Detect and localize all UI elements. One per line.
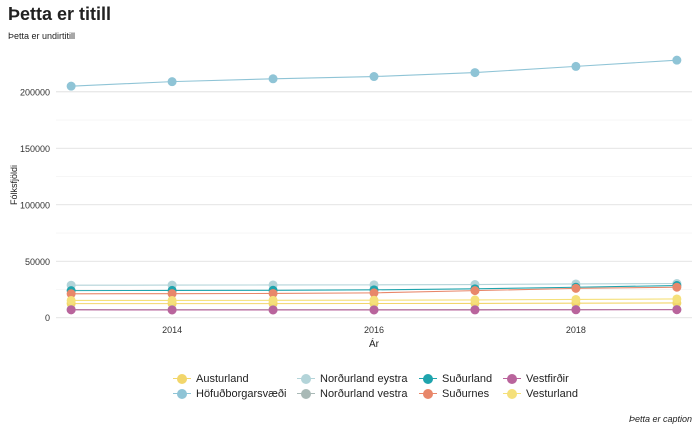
legend-label: Höfuðborgarsvæði <box>196 387 287 400</box>
legend-item: Höfuðborgarsvæði <box>172 386 296 401</box>
chart-caption: Þetta er caption <box>628 414 692 424</box>
legend-label: Suðurnes <box>442 387 490 400</box>
data-point <box>470 68 480 78</box>
legend-key <box>296 373 316 385</box>
data-point <box>268 295 278 305</box>
data-point <box>369 72 379 82</box>
legend-key <box>296 388 316 400</box>
legend-label: Vesturland <box>526 387 578 400</box>
chart-subtitle: Þetta er undirtitill <box>8 31 76 41</box>
legend-item: Vesturland <box>502 386 592 401</box>
y-tick-label: 100000 <box>20 200 50 210</box>
data-point <box>66 295 76 305</box>
data-point <box>268 288 278 298</box>
legend-key <box>502 388 522 400</box>
data-point <box>470 295 480 305</box>
data-point <box>369 295 379 305</box>
legend-item: Austurland <box>172 371 296 386</box>
data-point <box>672 305 682 315</box>
legend-key <box>502 373 522 385</box>
x-tick-label: 2016 <box>364 325 384 335</box>
legend-label: Vestfirðir <box>526 372 569 385</box>
data-point <box>571 283 581 293</box>
data-point <box>167 305 177 315</box>
chart-title: Þetta er titill <box>8 4 112 24</box>
y-tick-label: 200000 <box>20 87 50 97</box>
data-point <box>672 294 682 304</box>
legend: Austurland Höfuðborgarsvæði Norðurland eys… <box>172 371 592 401</box>
legend-label: Norðurland vestra <box>320 387 408 400</box>
data-point <box>66 289 76 299</box>
legend-key <box>418 388 438 400</box>
data-point <box>66 81 76 91</box>
data-point <box>470 286 480 296</box>
data-point <box>470 305 480 315</box>
legend-label: Austurland <box>196 372 249 385</box>
y-tick-label: 0 <box>45 313 50 323</box>
y-tick-label: 150000 <box>20 144 50 154</box>
data-point <box>571 294 581 304</box>
legend-key <box>172 373 192 385</box>
data-point <box>66 305 76 315</box>
legend-label: Norðurland eystra <box>320 372 408 385</box>
legend-key <box>172 388 192 400</box>
data-point <box>167 289 177 299</box>
data-point <box>369 305 379 315</box>
x-axis-label: Ár <box>369 337 380 350</box>
data-point <box>672 55 682 65</box>
data-point <box>571 61 581 71</box>
data-point <box>167 295 177 305</box>
x-tick-label: 2018 <box>566 325 586 335</box>
legend-item: Norðurland vestra <box>296 386 418 401</box>
data-point <box>571 305 581 315</box>
legend-item: Suðurland <box>418 371 502 386</box>
legend-label: Suðurland <box>442 372 493 385</box>
data-point <box>268 305 278 315</box>
y-tick-label: 50000 <box>25 257 50 267</box>
data-point <box>268 74 278 84</box>
data-point <box>369 288 379 298</box>
data-point <box>167 77 177 87</box>
legend-key <box>418 373 438 385</box>
legend-item: Vestfirðir <box>502 371 592 386</box>
x-tick-label: 2014 <box>162 325 182 335</box>
legend-item: Suðurnes <box>418 386 502 401</box>
legend-item: Norðurland eystra <box>296 371 418 386</box>
y-axis-label: Fólksfjöldi <box>9 165 19 205</box>
data-point <box>672 282 682 292</box>
